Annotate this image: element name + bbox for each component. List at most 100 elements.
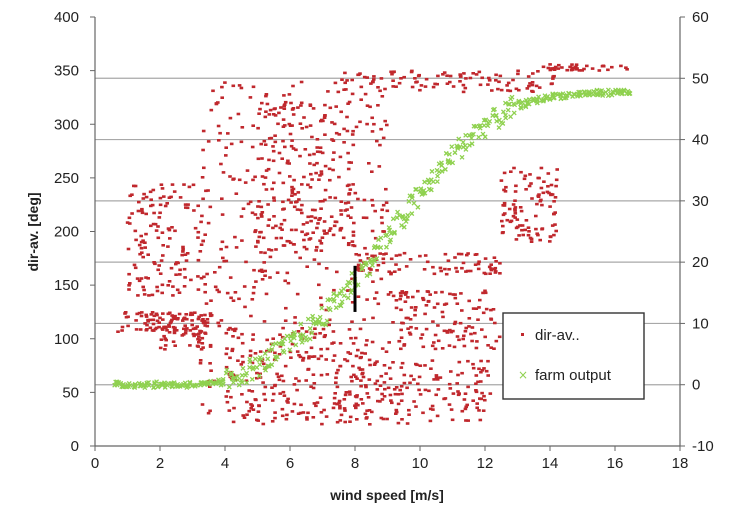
dir-av-point bbox=[185, 317, 189, 321]
farm-output-point bbox=[307, 326, 313, 331]
farm-output-point bbox=[142, 385, 148, 391]
farm-output-point bbox=[262, 351, 268, 357]
dir-av-point bbox=[332, 151, 336, 154]
dir-av-point bbox=[318, 146, 323, 149]
dir-av-point bbox=[469, 332, 473, 336]
dir-av-point bbox=[272, 196, 276, 199]
dir-av-point bbox=[182, 316, 187, 320]
dir-av-point bbox=[524, 188, 528, 191]
dir-av-point bbox=[503, 190, 508, 193]
dir-av-point bbox=[554, 184, 558, 188]
dir-av-point bbox=[319, 303, 324, 307]
dir-av-point bbox=[379, 216, 384, 219]
dir-av-point bbox=[403, 293, 408, 296]
dir-av-point bbox=[283, 319, 288, 322]
dir-av-point bbox=[137, 279, 142, 283]
dir-av-point bbox=[260, 157, 264, 160]
legend-label-dir-av: dir-av.. bbox=[535, 327, 580, 344]
dir-av-point bbox=[398, 253, 402, 257]
dir-av-point bbox=[141, 255, 145, 259]
dir-av-point bbox=[454, 266, 458, 270]
dir-av-point bbox=[393, 392, 398, 396]
farm-output-point bbox=[390, 216, 396, 222]
dir-av-point bbox=[191, 183, 196, 187]
dir-av-point bbox=[438, 266, 443, 270]
dir-av-point bbox=[384, 350, 389, 353]
legend: dir-av.. × farm output bbox=[502, 312, 645, 400]
farm-output-point bbox=[482, 134, 488, 140]
dir-av-point bbox=[392, 388, 397, 391]
dir-av-point bbox=[265, 102, 270, 106]
dir-av-point bbox=[482, 367, 486, 370]
dir-av-point bbox=[249, 407, 253, 410]
dir-av-point bbox=[144, 313, 148, 317]
dir-av-point bbox=[398, 297, 402, 301]
dir-av-point bbox=[406, 316, 410, 320]
dir-av-point bbox=[293, 321, 297, 325]
dir-av-point bbox=[290, 185, 294, 189]
dir-av-point bbox=[271, 149, 276, 153]
dir-av-point bbox=[250, 390, 255, 393]
dir-av-point bbox=[478, 298, 482, 302]
dir-av-point bbox=[386, 386, 391, 390]
dir-av-point bbox=[296, 412, 301, 415]
dir-av-point bbox=[463, 392, 468, 395]
dir-av-point bbox=[538, 238, 542, 242]
dir-av-point bbox=[311, 373, 316, 376]
dir-av-point bbox=[371, 316, 375, 320]
dir-av-point bbox=[319, 354, 324, 358]
dir-av-point bbox=[317, 262, 321, 266]
dir-av-point bbox=[364, 417, 369, 420]
dir-av-point bbox=[513, 209, 517, 212]
dir-av-point bbox=[201, 239, 205, 243]
dir-av-point bbox=[383, 387, 387, 391]
dir-av-point bbox=[423, 312, 427, 316]
dir-av-point bbox=[323, 188, 328, 192]
dir-av-point bbox=[183, 324, 187, 327]
dir-av-point bbox=[267, 137, 272, 140]
dir-av-point bbox=[343, 358, 347, 361]
dir-av-point bbox=[461, 337, 465, 341]
dir-av-point bbox=[474, 253, 479, 256]
dir-av-point bbox=[205, 324, 210, 328]
dir-av-point bbox=[322, 220, 327, 223]
dir-av-point bbox=[166, 312, 171, 316]
dir-av-point bbox=[137, 243, 142, 247]
dir-av-point bbox=[358, 259, 363, 262]
dir-av-point bbox=[354, 375, 358, 378]
dir-av-point bbox=[530, 81, 535, 84]
dir-av-point bbox=[220, 96, 224, 99]
farm-output-point bbox=[560, 91, 566, 97]
dir-av-point bbox=[193, 326, 198, 330]
dir-av-point bbox=[339, 413, 344, 417]
dir-av-point bbox=[385, 209, 390, 213]
dir-av-point bbox=[363, 92, 368, 96]
dir-av-point bbox=[270, 187, 274, 191]
dir-av-point bbox=[539, 186, 544, 190]
dir-av-point bbox=[527, 84, 531, 88]
dir-av-point bbox=[146, 277, 150, 280]
dir-av-point bbox=[486, 359, 490, 363]
dir-av-point bbox=[274, 224, 278, 228]
dir-av-point bbox=[505, 218, 510, 222]
dir-av-point bbox=[518, 224, 522, 227]
dir-av-point bbox=[228, 175, 232, 178]
farm-output-point bbox=[333, 305, 339, 311]
dir-av-point bbox=[332, 402, 337, 405]
dir-av-point bbox=[158, 196, 163, 200]
dir-av-point bbox=[460, 371, 464, 375]
dir-av-point bbox=[143, 241, 147, 244]
dir-av-point bbox=[245, 169, 250, 172]
farm-output-point bbox=[368, 257, 373, 263]
dir-av-point bbox=[553, 196, 558, 199]
dir-av-point bbox=[196, 317, 201, 321]
farm-output-point bbox=[213, 381, 219, 387]
dir-av-point bbox=[414, 81, 418, 84]
dir-av-point bbox=[326, 90, 330, 93]
dir-av-point bbox=[312, 336, 317, 339]
dir-av-point bbox=[268, 108, 273, 112]
dir-av-point bbox=[161, 244, 165, 247]
dir-av-point bbox=[590, 67, 595, 70]
dir-av-point bbox=[368, 363, 372, 367]
